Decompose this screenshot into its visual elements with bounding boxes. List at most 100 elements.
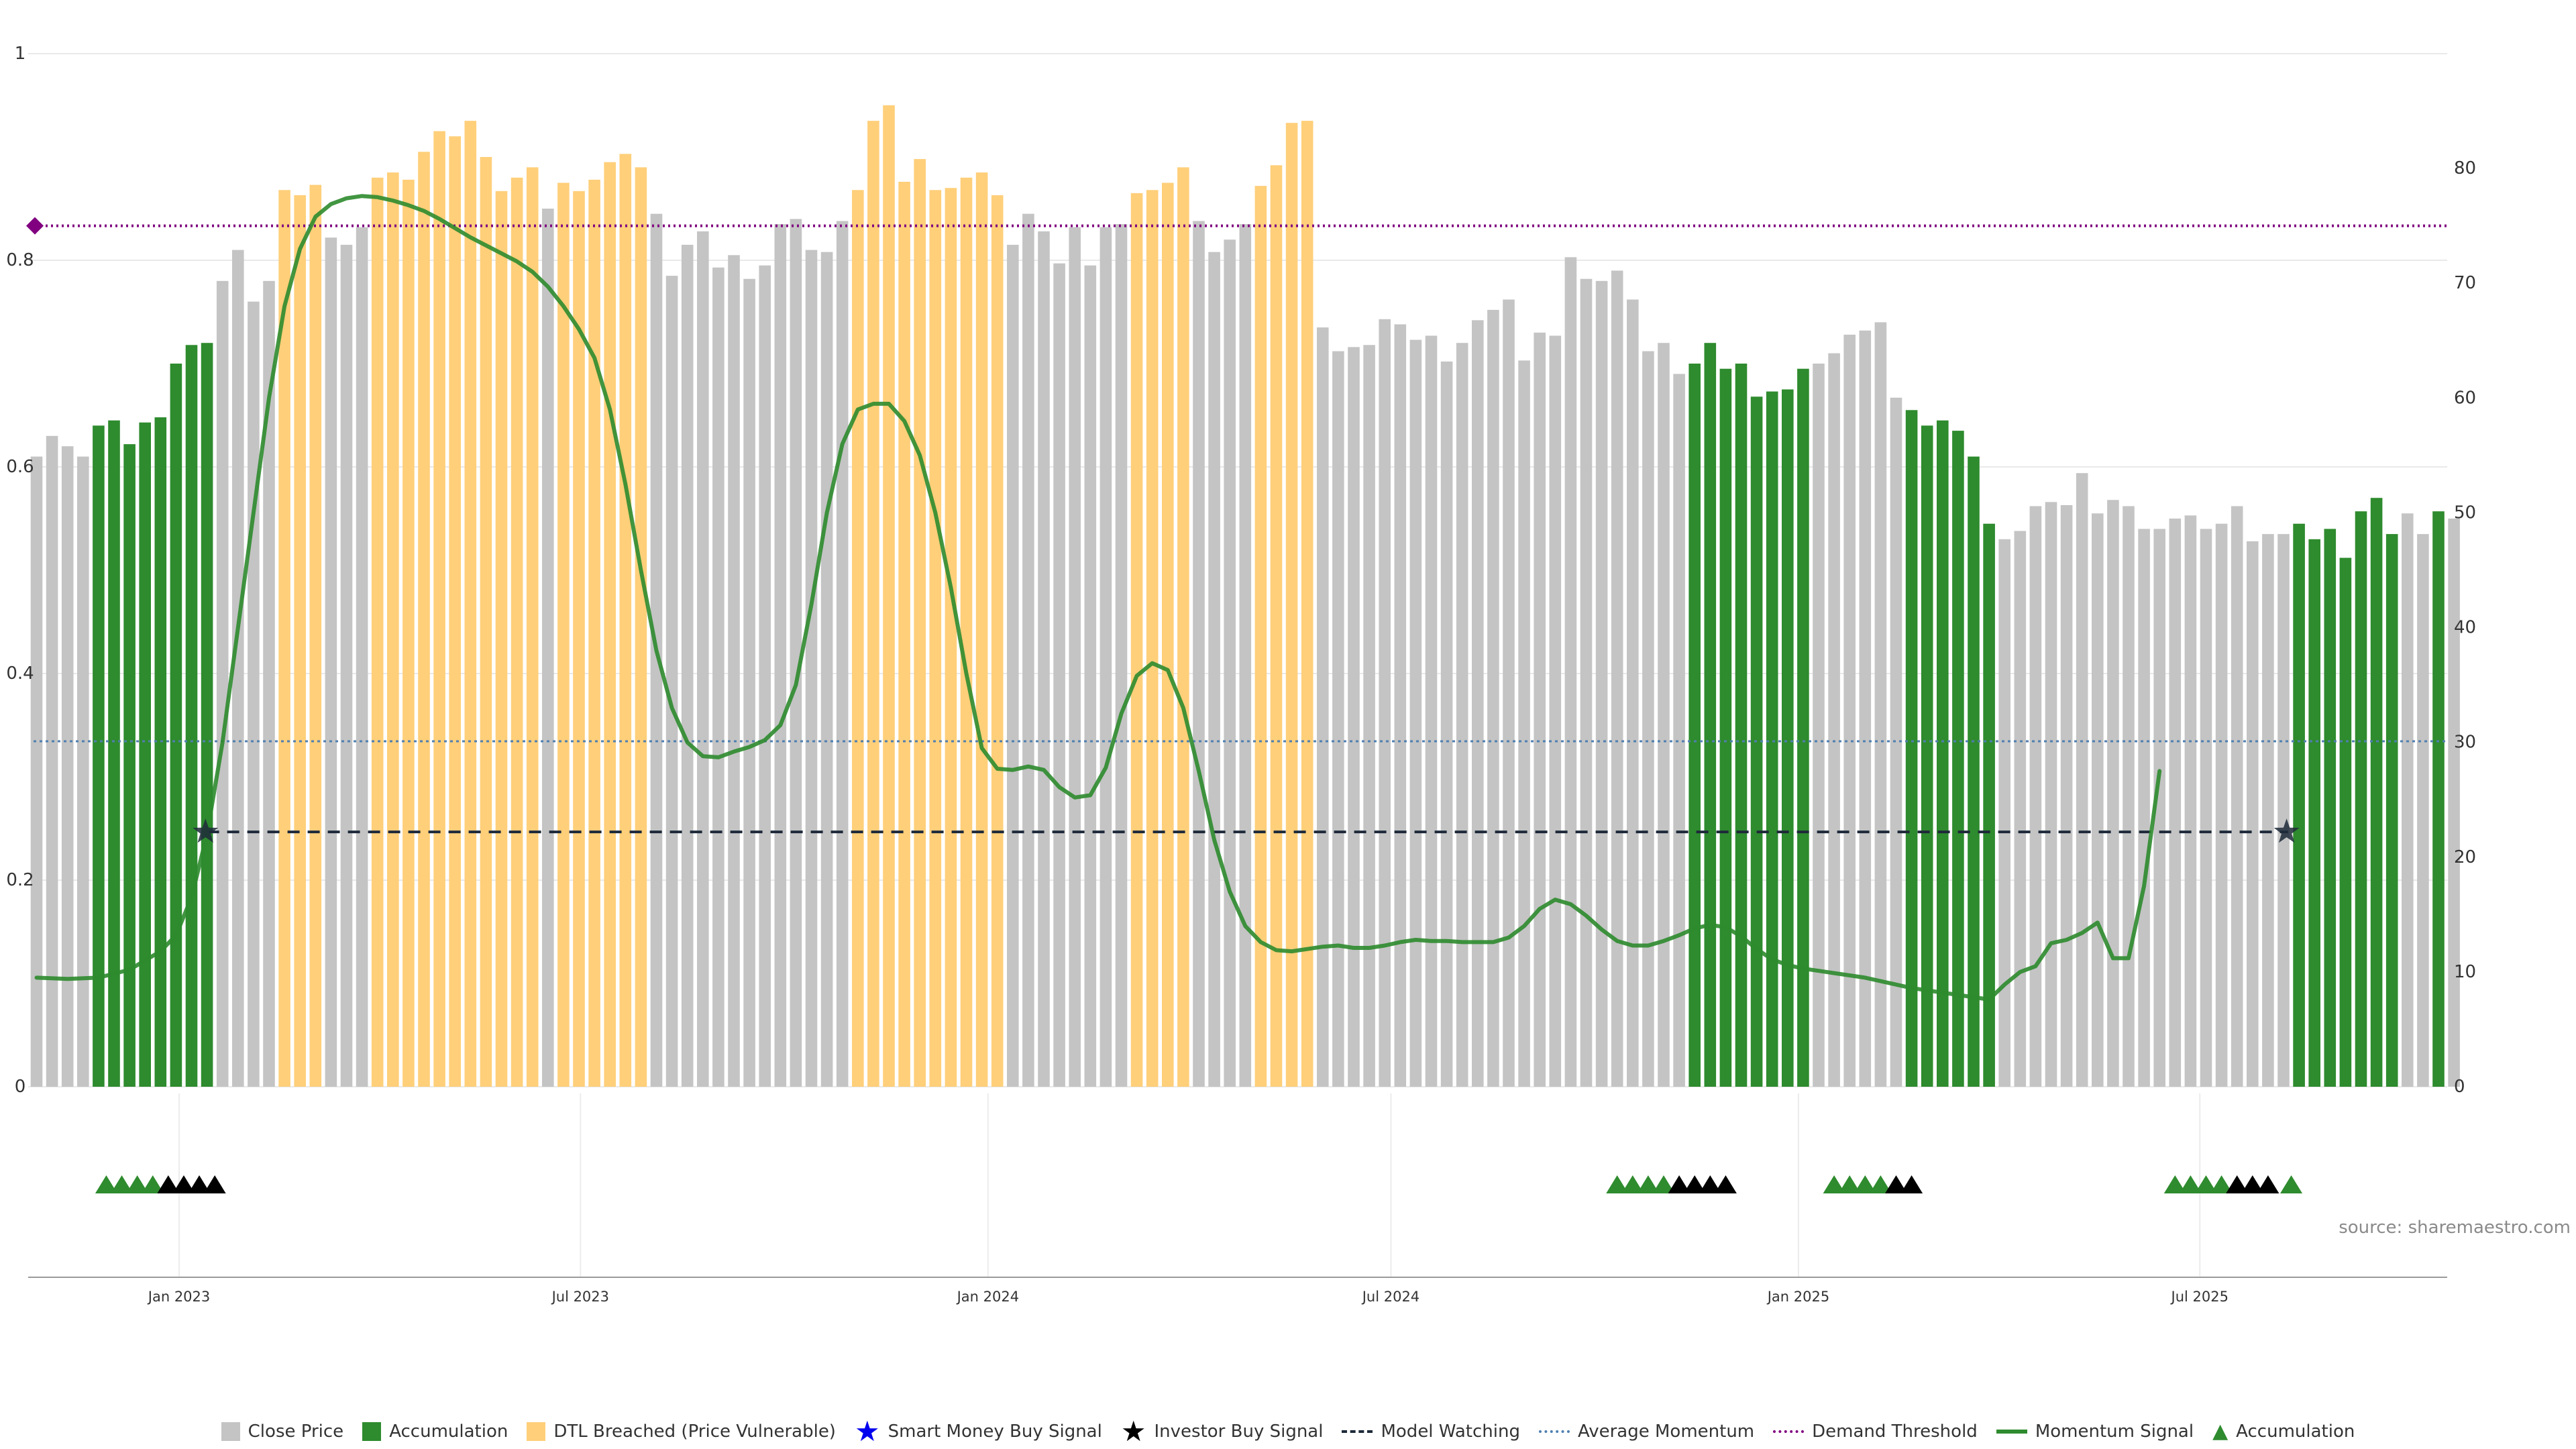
price-bar [2385,534,2398,1087]
price-bar [728,255,740,1087]
price-bar [759,265,771,1087]
accumulation-marker [1652,1175,1675,1193]
price-bar [898,181,910,1087]
x-tick-label: Jul 2023 [551,1289,609,1305]
price-bar [1379,319,1391,1087]
source-label: source: sharemaestro.com [2339,1218,2571,1238]
price-bar [914,159,926,1087]
price-bar [433,131,445,1087]
price-bar [2324,529,2337,1087]
price-bar [665,276,678,1087]
price-bar [1208,252,1220,1087]
price-bar [449,136,461,1087]
price-bar [1224,239,1236,1087]
price-bar [542,209,554,1087]
price-bar [1905,410,1918,1087]
accumulation-marker [111,1175,133,1193]
price-bar [1611,270,1623,1087]
legend-item: ★ Investor Buy Signal [1121,1417,1324,1446]
price-bar [1440,361,1453,1087]
price-bar [495,191,508,1087]
price-bar [1239,224,1252,1087]
y-left-tick-label: 0.4 [6,663,34,684]
price-bar [573,191,585,1087]
investor-marker [157,1175,180,1193]
x-tick-label: Jan 2024 [956,1289,1020,1305]
investor-marker [1668,1175,1690,1193]
price-bar [2169,519,2182,1087]
price-bar [1766,391,1778,1087]
price-bar [883,105,895,1087]
price-bar [154,417,167,1087]
price-bar [1937,420,1949,1087]
price-bar [1503,299,1515,1087]
price-bar [945,188,957,1087]
price-bar [1797,368,1809,1087]
legend-label: Close Price [248,1421,344,1442]
price-bar [387,172,399,1087]
x-tick-label: Jan 2023 [147,1289,211,1305]
price-bar [805,250,818,1087]
legend-swatch [527,1422,546,1441]
price-bar [2184,515,2197,1087]
price-bar [1688,364,1701,1087]
price-bar [2138,529,2150,1087]
price-bar [1627,299,1639,1087]
investor-marker [188,1175,211,1193]
price-bar [1983,523,1995,1087]
price-bar [1409,339,1422,1087]
price-bar [1843,334,1856,1087]
legend-swatch: ▲ [2212,1419,2229,1443]
y-right-tick-label: 60 [2454,388,2476,408]
price-bar [1549,335,1562,1087]
legend-swatch [1342,1430,1373,1433]
price-bar [464,121,477,1087]
price-bar [418,152,430,1087]
price-bar [1952,431,1964,1087]
price-bar [1968,456,1980,1087]
investor-marker [2257,1175,2279,1193]
y-right-tick-label: 70 [2454,273,2476,293]
legend-label: Investor Buy Signal [1154,1421,1324,1442]
price-bar [1642,351,1654,1087]
price-bar [619,154,632,1087]
legend-swatch [221,1422,240,1441]
signal-lines [26,194,2447,1002]
price-bar [1719,368,1732,1087]
price-bar [185,345,198,1087]
price-bar [2123,506,2135,1087]
legend-label: Accumulation [2236,1421,2355,1442]
price-bar [2014,531,2027,1087]
price-bar [201,343,213,1087]
price-bar [294,195,306,1087]
legend-swatch [1996,1430,2027,1434]
price-bar [1673,374,1685,1087]
legend-item: ★ Smart Money Buy Signal [855,1417,1102,1446]
price-bar [681,244,694,1087]
price-bar [1828,353,1840,1087]
price-bar [1813,364,1825,1087]
price-bar [1394,324,1407,1087]
accumulation-marker [95,1175,117,1193]
price-bar [1053,263,1065,1087]
price-bar [46,435,58,1087]
investor-marker [1714,1175,1737,1193]
legend-swatch: ★ [854,1415,880,1448]
price-bar [557,182,570,1087]
legend-swatch: ★ [1120,1415,1146,1448]
price-bar [77,456,89,1087]
investor-marker [1699,1175,1721,1193]
legend-label: Average Momentum [1577,1421,1755,1442]
investor-marker [1900,1175,1923,1193]
price-bar [1874,322,1887,1087]
legend-label: Model Watching [1381,1421,1520,1442]
price-bar [170,364,182,1087]
price-bar [1317,327,1329,1087]
price-bar [340,244,353,1087]
accumulation-marker [2163,1175,2186,1193]
accumulation-marker [1606,1175,1629,1193]
price-bar [635,167,647,1087]
price-bar [1534,332,1546,1087]
